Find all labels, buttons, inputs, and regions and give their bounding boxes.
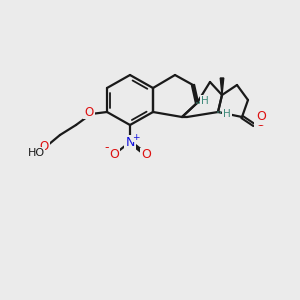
Text: O: O [256,110,266,124]
Text: N: N [125,136,135,148]
Text: H: H [201,96,209,106]
Text: +: + [132,133,140,142]
Polygon shape [220,78,224,95]
Text: O: O [84,106,94,118]
Text: O: O [39,140,49,154]
Text: HO: HO [27,148,45,158]
Text: O: O [141,148,151,161]
Text: O: O [109,148,119,161]
Text: O: O [255,116,265,130]
Text: H: H [223,109,231,119]
Text: -: - [105,142,109,154]
